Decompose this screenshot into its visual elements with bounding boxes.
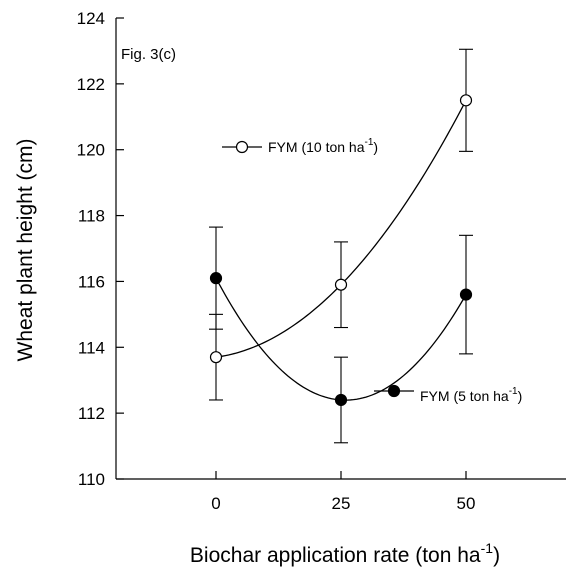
y-tick-label: 110 xyxy=(78,470,105,489)
legend-fym-5-label-end: ) xyxy=(518,388,523,404)
legend-fym-10: FYM (10 ton ha-1) xyxy=(222,137,378,155)
legend-fym-10-label-main: FYM (10 ton ha xyxy=(268,139,365,155)
series-layer xyxy=(209,48,473,444)
legend-fym-10-label-end: ) xyxy=(373,139,378,155)
series-fym-5 xyxy=(209,226,473,444)
legend-fym-5-label: FYM (5 ton ha-1) xyxy=(420,386,522,404)
x-ticks: 0 25 50 xyxy=(211,471,475,513)
y-tick-label: 120 xyxy=(77,141,105,160)
legend-fym-5-marker xyxy=(387,384,401,398)
y-axis-title: Wheat plant height (cm) xyxy=(14,139,37,362)
figure-annotation: Fig. 3(c) xyxy=(121,46,176,63)
x-axis-title: Biochar application rate (ton ha-1) xyxy=(190,540,500,567)
series-fym-10 xyxy=(209,48,473,401)
data-point xyxy=(459,94,473,107)
x-axis-title-end: ) xyxy=(493,544,500,567)
x-axis-title-sup: -1 xyxy=(481,540,494,556)
legend-fym-10-label: FYM (10 ton ha-1) xyxy=(268,137,378,155)
data-point xyxy=(334,278,348,291)
x-axis-title-main: Biochar application rate (ton ha xyxy=(190,544,481,567)
legend-fym-10-marker xyxy=(235,140,249,154)
x-tick-label: 50 xyxy=(457,494,476,513)
y-tick-label: 112 xyxy=(78,404,105,423)
plot-area: 110 112 114 116 118 120 122 124 0 25 50 xyxy=(77,9,566,513)
legend-fym-5-label-sup: -1 xyxy=(509,386,518,397)
y-ticks: 110 112 114 116 118 120 122 124 xyxy=(77,9,124,489)
legend-fym-5-label-main: FYM (5 ton ha xyxy=(420,388,509,404)
y-tick-label: 122 xyxy=(77,75,105,94)
y-tick-label: 124 xyxy=(77,9,105,28)
y-tick-label: 114 xyxy=(78,338,105,357)
legend-fym-5: FYM (5 ton ha-1) xyxy=(374,384,522,404)
data-point xyxy=(209,272,223,285)
y-tick-label: 118 xyxy=(78,207,105,226)
legend-fym-10-label-sup: -1 xyxy=(365,137,374,148)
data-point xyxy=(334,393,348,407)
data-point xyxy=(209,351,223,364)
x-tick-label: 25 xyxy=(332,494,351,513)
y-tick-label: 116 xyxy=(78,272,105,291)
x-tick-label: 0 xyxy=(211,494,220,513)
data-point xyxy=(459,288,473,301)
